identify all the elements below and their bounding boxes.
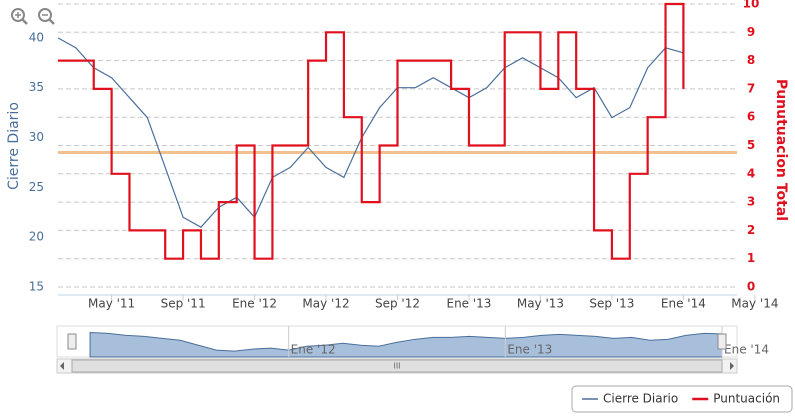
y2-tick-label: 8 bbox=[747, 53, 755, 67]
y2-tick-label: 4 bbox=[747, 166, 755, 180]
x-tick-label: May '14 bbox=[731, 297, 778, 311]
y-tick-label: 40 bbox=[29, 30, 44, 44]
y2-tick-label: 1 bbox=[747, 251, 755, 265]
navigator-handle[interactable] bbox=[67, 333, 77, 350]
navigator-tick-label: Ene '14 bbox=[724, 343, 769, 357]
y2-tick-label: 3 bbox=[747, 195, 755, 209]
x-tick-label: Ene '12 bbox=[232, 297, 277, 311]
zoom-out-icon bbox=[48, 18, 55, 25]
y-tick-label: 25 bbox=[29, 180, 44, 194]
scroll-left[interactable] bbox=[60, 362, 64, 370]
y-tick-label: 15 bbox=[29, 280, 44, 294]
y2-tick-label: 9 bbox=[747, 25, 755, 39]
y-tick-label: 35 bbox=[29, 80, 44, 94]
zoom-in-icon bbox=[21, 18, 28, 25]
legend-label: Puntuación bbox=[713, 392, 780, 406]
navigator-area bbox=[89, 331, 723, 358]
x-tick-label: Ene '13 bbox=[446, 297, 491, 311]
y2-tick-label: 2 bbox=[747, 223, 755, 237]
x-tick-label: Sep '12 bbox=[375, 297, 420, 311]
y-axis-title: Cierre Diario bbox=[6, 102, 22, 190]
x-tick-label: Ene '14 bbox=[661, 297, 706, 311]
series-line bbox=[57, 37, 684, 228]
x-tick-label: May '12 bbox=[302, 297, 349, 311]
legend-box bbox=[571, 385, 793, 413]
y-tick-label: 20 bbox=[29, 230, 44, 244]
scrollbar-thumb[interactable] bbox=[71, 359, 723, 373]
x-tick-label: Sep '11 bbox=[161, 297, 206, 311]
y2-tick-label: 5 bbox=[747, 138, 755, 152]
x-tick-label: May '13 bbox=[517, 297, 564, 311]
navigator-tick-label: Ene '12 bbox=[291, 343, 336, 357]
x-tick-label: May '11 bbox=[88, 297, 135, 311]
legend-label: Cierre Diario bbox=[603, 392, 678, 406]
y2-axis-title: Punutuacion Total bbox=[773, 79, 789, 221]
zoom-buttons[interactable] bbox=[11, 8, 55, 25]
x-tick-label: Sep '13 bbox=[589, 297, 634, 311]
zoom-out[interactable] bbox=[38, 8, 52, 22]
navigator-handle[interactable] bbox=[717, 333, 727, 350]
zoom-in[interactable] bbox=[11, 8, 25, 22]
y-tick-label: 30 bbox=[29, 130, 44, 144]
y2-tick-label: 10 bbox=[743, 0, 760, 11]
series-line bbox=[58, 2, 685, 260]
scrollbar-grip: III bbox=[393, 362, 400, 371]
y2-tick-label: 7 bbox=[747, 81, 755, 95]
navigator-tick-label: Ene '13 bbox=[507, 343, 552, 357]
scroll-right[interactable] bbox=[730, 362, 734, 370]
y2-tick-label: 0 bbox=[747, 280, 755, 294]
y2-tick-label: 6 bbox=[747, 110, 755, 124]
